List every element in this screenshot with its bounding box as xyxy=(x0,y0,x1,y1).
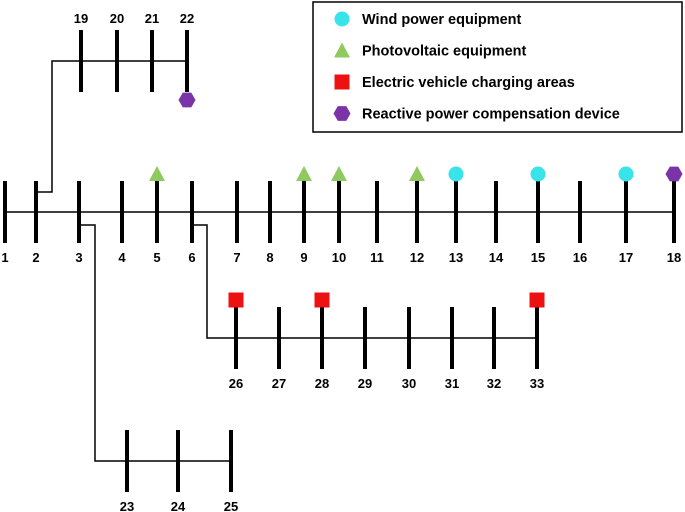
bus-label-4: 4 xyxy=(118,250,126,265)
bus-label-32: 32 xyxy=(487,376,501,391)
ev-legend-icon xyxy=(334,74,350,90)
branch-23-25-line xyxy=(79,224,231,462)
bus-bars xyxy=(3,30,676,492)
reactive-marker-bus-18 xyxy=(665,166,683,182)
bus-label-7: 7 xyxy=(233,250,240,265)
reactive-marker-bus-22 xyxy=(178,92,196,108)
bus-label-11: 11 xyxy=(370,250,384,265)
bus-label-27: 27 xyxy=(272,376,286,391)
legend-label-ev: Electric vehicle charging areas xyxy=(362,75,575,91)
bus-label-25: 25 xyxy=(224,499,238,512)
bus-label-9: 9 xyxy=(300,250,307,265)
wind-marker-bus-13 xyxy=(448,166,464,182)
bus-label-21: 21 xyxy=(145,11,159,26)
bus-label-10: 10 xyxy=(332,250,346,265)
ev-marker-bus-28 xyxy=(314,292,330,308)
legend-box xyxy=(312,1,683,133)
wind-legend-icon xyxy=(334,11,350,27)
device-markers xyxy=(149,92,683,308)
pv-legend-icon xyxy=(334,42,350,58)
bus-label-12: 12 xyxy=(410,250,424,265)
bus-label-26: 26 xyxy=(229,376,243,391)
bus-label-3: 3 xyxy=(75,250,82,265)
bus-label-5: 5 xyxy=(153,250,160,265)
bus-label-2: 2 xyxy=(32,250,39,265)
pv-marker-bus-9 xyxy=(296,166,312,181)
pv-marker-bus-5 xyxy=(149,166,165,181)
bus-label-17: 17 xyxy=(619,250,633,265)
bus-label-28: 28 xyxy=(315,376,329,391)
pv-marker-bus-12 xyxy=(409,166,425,181)
bus-label-33: 33 xyxy=(530,376,544,391)
bus-label-22: 22 xyxy=(180,11,194,26)
bus-label-18: 18 xyxy=(667,250,681,265)
pv-marker-bus-10 xyxy=(331,166,347,181)
bus-label-15: 15 xyxy=(531,250,545,265)
bus-label-30: 30 xyxy=(402,376,416,391)
bus-label-29: 29 xyxy=(358,376,372,391)
legend-label-pv: Photovoltaic equipment xyxy=(362,44,527,60)
legend: Wind power equipment Photovoltaic equipme… xyxy=(312,1,683,133)
legend-label-reactive: Reactive power compensation device xyxy=(362,107,620,123)
bus-label-6: 6 xyxy=(188,250,195,265)
bus-label-31: 31 xyxy=(445,376,459,391)
wind-marker-bus-15 xyxy=(530,166,546,182)
bus-label-8: 8 xyxy=(266,250,273,265)
ev-marker-bus-26 xyxy=(228,292,244,308)
branch-26-33-line xyxy=(192,224,537,339)
ev-marker-bus-33 xyxy=(529,292,545,308)
bus-label-14: 14 xyxy=(489,250,504,265)
branch-19-22-line xyxy=(36,60,187,193)
reactive-legend-icon xyxy=(333,106,351,121)
bus-label-20: 20 xyxy=(110,11,124,26)
bus-label-23: 23 xyxy=(120,499,134,512)
bus-label-16: 16 xyxy=(573,250,587,265)
bus-label-1: 1 xyxy=(1,250,8,265)
bus-label-24: 24 xyxy=(171,499,186,512)
wind-marker-bus-17 xyxy=(618,166,634,182)
bus-label-19: 19 xyxy=(74,11,88,26)
legend-label-wind: Wind power equipment xyxy=(362,12,522,28)
bus-label-13: 13 xyxy=(449,250,463,265)
